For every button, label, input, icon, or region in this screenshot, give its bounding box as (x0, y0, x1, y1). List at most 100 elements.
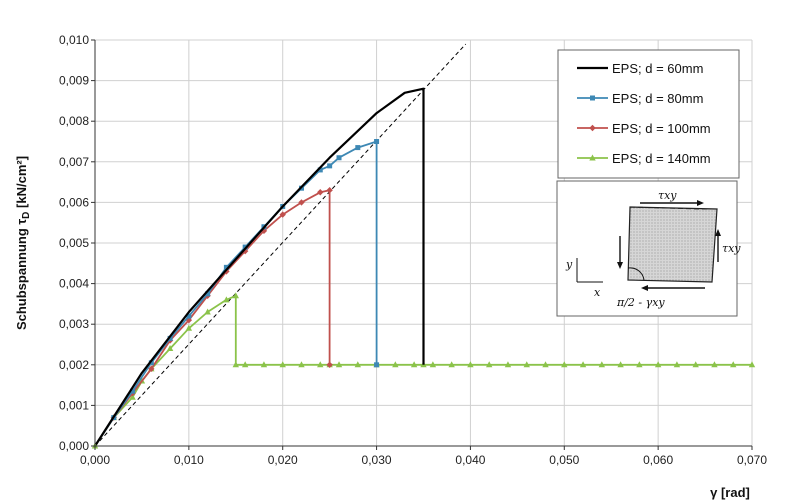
tick-labels: 0,000 0,001 0,002 0,003 0,004 0,005 0,006 0,007… (59, 33, 767, 467)
series-3-point (223, 296, 230, 303)
tau-bottom-arrowhead (641, 285, 648, 291)
inset-tau-top-label: τxy (658, 189, 677, 202)
series-3-point (166, 345, 174, 352)
series-3-point (429, 361, 437, 368)
series-2-point (326, 187, 333, 194)
x-tick-label: 0,000 (80, 453, 110, 467)
series-3-point (730, 361, 737, 368)
series-3-point (448, 361, 455, 368)
series-1-point (336, 155, 342, 161)
inset-angle-label: π/2 - γxy (616, 296, 665, 309)
series-0 (94, 87, 425, 447)
series-0-line (94, 87, 425, 447)
angle-arc (627, 267, 645, 281)
y-tick-label: 0,003 (59, 317, 89, 331)
x-tick-label: 0,040 (455, 453, 485, 467)
series-3-point (692, 361, 699, 368)
series-1-point (148, 360, 154, 366)
series-3-point (204, 308, 211, 315)
series-2-point (326, 361, 333, 368)
series-group (91, 87, 756, 449)
legend-label-1: EPS; d = 80mm (612, 91, 703, 106)
series-2-point (185, 316, 193, 324)
tau-left-arrowhead (617, 262, 623, 269)
y-axis-label: Schubspannung τD [kN/cm²] (14, 156, 32, 330)
series-3-point (542, 361, 549, 368)
inset-x-label: x (594, 286, 601, 299)
legend: EPS; d = 60mm EPS; d = 80mm EPS; d = 100mm… (557, 49, 740, 179)
original-element-outline (629, 206, 717, 210)
legend-marker-2 (589, 124, 596, 132)
series-3-point (467, 361, 474, 368)
x-tick-label: 0,070 (737, 453, 767, 467)
series-3-point (232, 292, 239, 299)
series-3-point (298, 361, 305, 368)
shear-deformation-inset: τxy τxy y x π/2 - γxy (556, 180, 741, 317)
x-axis-label: γ [rad] (710, 485, 750, 500)
series-3-point (486, 361, 493, 368)
series-1-point (130, 388, 136, 394)
series-3-point (317, 361, 324, 368)
series-3-point (523, 361, 530, 368)
legend-marker-3 (589, 154, 596, 161)
y-tick-label: 0,005 (59, 236, 89, 250)
series-2-point (279, 211, 286, 218)
series-3-point (711, 361, 718, 368)
series-1-point (167, 335, 173, 341)
x-tick-label: 0,030 (362, 453, 392, 467)
tau-right-arrowhead (715, 229, 721, 236)
legend-box (557, 49, 740, 179)
reference-line-group (94, 43, 467, 447)
deformed-element (627, 206, 718, 283)
series-3-point (579, 361, 587, 368)
series-3-point (279, 361, 286, 368)
y-tick-label: 0,000 (59, 439, 89, 453)
series-3-point (232, 361, 239, 368)
y-tick-label: 0,007 (59, 155, 89, 169)
legend-marker-1 (590, 95, 595, 101)
series-3-point (392, 361, 399, 368)
y-tick-label: 0,002 (59, 358, 89, 372)
series-3-point (410, 361, 418, 368)
y-tick-label: 0,004 (59, 277, 89, 291)
series-3-point (129, 393, 136, 400)
axes-group (91, 39, 753, 450)
legend-label-3: EPS; d = 140mm (612, 151, 711, 166)
series-2-point (298, 199, 305, 206)
legend-label-2: EPS; d = 100mm (612, 121, 711, 136)
series-3-point (654, 361, 662, 368)
legend-label-0: EPS; d = 60mm (612, 61, 703, 76)
series-1-point (374, 362, 380, 368)
y-axis-label-main: Schubspannung τ (14, 219, 29, 330)
series-1-point (223, 264, 229, 270)
series-2-point (317, 189, 324, 196)
y-axis-label-sub: D (21, 212, 32, 219)
series-3-point (673, 361, 681, 368)
series-1-point (355, 145, 361, 151)
series-1-point (205, 291, 211, 297)
reference-dashed-line (94, 43, 467, 447)
series-3-point (617, 361, 624, 368)
series-1-point (374, 139, 380, 144)
tau-top-arrowhead (697, 200, 704, 206)
series-3-point (504, 361, 512, 368)
series-3-point (748, 361, 756, 368)
y-tick-label: 0,006 (59, 195, 89, 209)
y-tick-label: 0,008 (59, 114, 89, 128)
series-3-point (335, 361, 343, 368)
series-2-point (148, 365, 155, 373)
series-3-point (185, 324, 193, 331)
inset-tau-right-label: τxy (722, 242, 741, 255)
x-tick-label: 0,010 (174, 453, 204, 467)
x-tick-label: 0,020 (268, 453, 298, 467)
series-3-point (561, 361, 568, 368)
series-3-point (354, 361, 361, 368)
x-tick-label: 0,060 (643, 453, 673, 467)
inset-y-label: y (565, 258, 573, 271)
series-3-point (260, 361, 268, 368)
x-tick-label: 0,050 (549, 453, 579, 467)
y-tick-label: 0,001 (59, 398, 89, 412)
series-1-point (327, 163, 333, 169)
series-3-point (636, 361, 643, 368)
